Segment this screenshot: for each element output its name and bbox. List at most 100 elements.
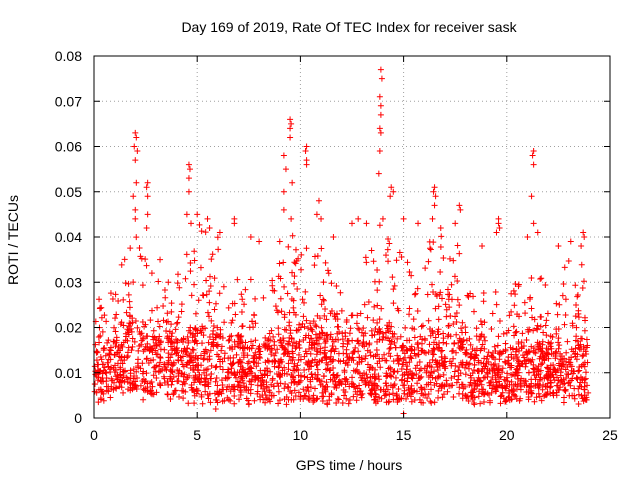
data-point (530, 148, 537, 155)
data-point (377, 364, 384, 371)
data-point (120, 389, 127, 396)
y-tick-label: 0.05 (55, 184, 82, 200)
data-point (156, 333, 163, 340)
data-point (360, 325, 367, 332)
data-point (387, 193, 394, 200)
data-point (231, 400, 238, 407)
data-point (237, 384, 244, 391)
data-point (570, 348, 577, 355)
data-point (565, 371, 572, 378)
data-point (116, 372, 123, 379)
data-point (187, 324, 194, 331)
data-point (187, 259, 194, 266)
data-point (117, 379, 124, 386)
data-point (303, 317, 310, 324)
data-point (232, 311, 239, 318)
data-point (382, 390, 389, 397)
data-point (199, 292, 206, 299)
data-point (287, 116, 294, 123)
data-point (370, 353, 377, 360)
data-point (330, 346, 337, 353)
data-point (125, 331, 132, 338)
data-point (166, 328, 173, 335)
data-point (396, 358, 403, 365)
data-point (515, 340, 522, 347)
data-point (355, 215, 362, 222)
data-point (350, 367, 357, 374)
data-point (374, 287, 381, 294)
data-point (305, 325, 312, 332)
data-point (200, 332, 207, 339)
data-point (190, 347, 197, 354)
data-point (525, 383, 532, 390)
data-point (437, 289, 444, 296)
data-points (91, 66, 592, 417)
data-point (117, 321, 124, 328)
data-point (137, 331, 144, 338)
data-point (323, 316, 330, 323)
data-point (322, 306, 329, 313)
data-point (317, 292, 324, 299)
data-point (408, 272, 415, 279)
data-point (399, 372, 406, 379)
data-point (154, 351, 161, 358)
data-point (256, 353, 263, 360)
data-point (218, 347, 225, 354)
data-point (555, 339, 562, 346)
data-point (276, 373, 283, 380)
data-point (496, 224, 503, 231)
data-point (427, 379, 434, 386)
data-point (512, 369, 519, 376)
data-point (185, 175, 192, 182)
data-point (426, 238, 433, 245)
data-point (580, 278, 587, 285)
data-point (237, 391, 244, 398)
data-point (322, 259, 329, 266)
data-point (105, 363, 112, 370)
data-point (424, 394, 431, 401)
data-point (180, 395, 187, 402)
data-point (573, 324, 580, 331)
data-point (528, 193, 535, 200)
data-point (386, 398, 393, 405)
y-tick-label: 0 (74, 410, 82, 426)
data-point (111, 324, 118, 331)
data-point (503, 329, 510, 336)
data-point (446, 255, 453, 262)
data-point (130, 375, 137, 382)
data-point (276, 260, 283, 267)
data-point (249, 318, 256, 325)
data-point (511, 302, 518, 309)
data-point (328, 391, 335, 398)
data-point (135, 347, 142, 354)
data-point (252, 295, 259, 302)
data-point (171, 347, 178, 354)
data-point (165, 279, 172, 286)
data-point (214, 234, 221, 241)
data-point (451, 373, 458, 380)
data-point (544, 310, 551, 317)
data-point (334, 330, 341, 337)
data-point (167, 343, 174, 350)
data-point (557, 372, 564, 379)
data-point (400, 215, 407, 222)
data-point (131, 338, 138, 345)
data-point (301, 299, 308, 306)
data-point (437, 243, 444, 250)
data-point (157, 256, 164, 263)
data-point (384, 322, 391, 329)
data-point (581, 394, 588, 401)
data-point (244, 352, 251, 359)
data-point (527, 294, 534, 301)
data-point (106, 346, 113, 353)
data-point (187, 268, 194, 275)
data-point (185, 188, 192, 195)
data-point (440, 339, 447, 346)
data-point (404, 391, 411, 398)
data-point (108, 375, 115, 382)
data-point (367, 364, 374, 371)
data-point (171, 387, 178, 394)
data-point (559, 356, 566, 363)
data-point (247, 276, 254, 283)
data-point (568, 354, 575, 361)
